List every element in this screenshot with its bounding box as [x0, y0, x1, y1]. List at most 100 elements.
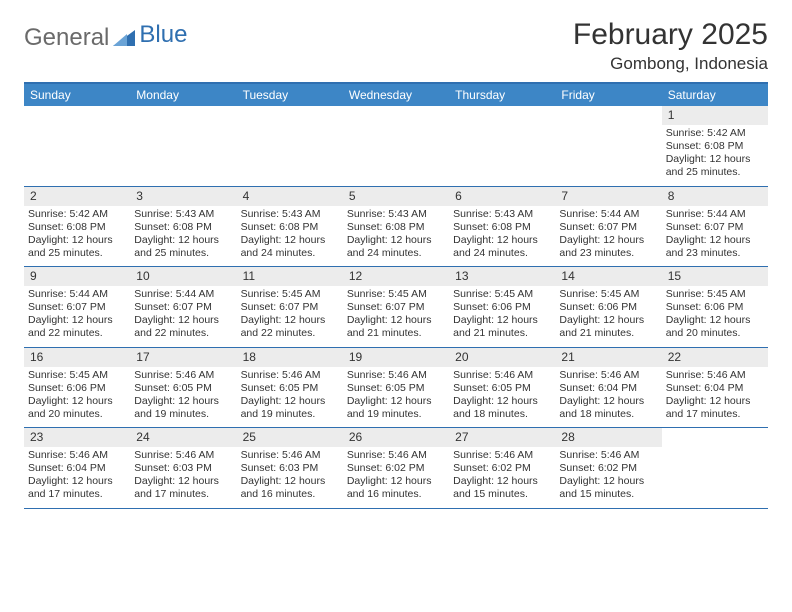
sunrise-line: Sunrise: 5:45 AM [28, 369, 126, 382]
calendar-day: 7Sunrise: 5:44 AMSunset: 6:07 PMDaylight… [555, 187, 661, 267]
daylight-label: Daylight: [666, 395, 707, 407]
daylight-line: Daylight: 12 hours and 16 minutes. [347, 475, 445, 501]
calendar-day: 12Sunrise: 5:45 AMSunset: 6:07 PMDayligh… [343, 267, 449, 347]
sunrise-line: Sunrise: 5:45 AM [241, 288, 339, 301]
day-number: 7 [555, 187, 661, 206]
day-number: 5 [343, 187, 449, 206]
calendar-page: General Blue February 2025 Gombong, Indo… [0, 0, 792, 521]
sunrise-label: Sunrise: [453, 288, 492, 300]
daylight-line: Daylight: 12 hours and 16 minutes. [241, 475, 339, 501]
sunset-label: Sunset: [559, 221, 595, 233]
sunset-label: Sunset: [28, 221, 64, 233]
sunrise-value: 5:43 AM [176, 208, 215, 220]
sunset-value: 6:08 PM [492, 221, 531, 233]
sunset-label: Sunset: [453, 462, 489, 474]
daylight-label: Daylight: [241, 234, 282, 246]
sunrise-line: Sunrise: 5:44 AM [28, 288, 126, 301]
sunset-label: Sunset: [28, 462, 64, 474]
sunrise-line: Sunrise: 5:46 AM [453, 449, 551, 462]
sunset-value: 6:08 PM [173, 221, 212, 233]
day-number: 6 [449, 187, 555, 206]
daylight-line: Daylight: 12 hours and 19 minutes. [134, 395, 232, 421]
calendar-day: 17Sunrise: 5:46 AMSunset: 6:05 PMDayligh… [130, 348, 236, 428]
calendar-week: 2Sunrise: 5:42 AMSunset: 6:08 PMDaylight… [24, 187, 768, 268]
sunset-label: Sunset: [666, 140, 702, 152]
logo-text-2: Blue [139, 21, 187, 49]
sunrise-value: 5:46 AM [495, 449, 534, 461]
sunrise-line: Sunrise: 5:42 AM [666, 127, 764, 140]
calendar-empty [662, 428, 768, 508]
sunrise-label: Sunrise: [347, 208, 386, 220]
calendar-week: 23Sunrise: 5:46 AMSunset: 6:04 PMDayligh… [24, 428, 768, 509]
sunrise-label: Sunrise: [241, 208, 280, 220]
sunrise-label: Sunrise: [666, 369, 705, 381]
sunset-line: Sunset: 6:07 PM [28, 301, 126, 314]
sunset-label: Sunset: [453, 301, 489, 313]
calendar-day: 22Sunrise: 5:46 AMSunset: 6:04 PMDayligh… [662, 348, 768, 428]
daylight-line: Daylight: 12 hours and 20 minutes. [666, 314, 764, 340]
daylight-label: Daylight: [347, 314, 388, 326]
calendar-day: 14Sunrise: 5:45 AMSunset: 6:06 PMDayligh… [555, 267, 661, 347]
daylight-line: Daylight: 12 hours and 25 minutes. [28, 234, 126, 260]
sunrise-value: 5:45 AM [707, 288, 746, 300]
sunrise-label: Sunrise: [134, 288, 173, 300]
calendar-day: 15Sunrise: 5:45 AMSunset: 6:06 PMDayligh… [662, 267, 768, 347]
sunset-value: 6:08 PM [704, 140, 743, 152]
sunrise-label: Sunrise: [134, 369, 173, 381]
sunrise-line: Sunrise: 5:46 AM [559, 449, 657, 462]
sunrise-value: 5:43 AM [495, 208, 534, 220]
sunrise-value: 5:46 AM [282, 369, 321, 381]
sunrise-line: Sunrise: 5:45 AM [453, 288, 551, 301]
sunrise-line: Sunrise: 5:45 AM [347, 288, 445, 301]
sunrise-value: 5:42 AM [69, 208, 108, 220]
sunrise-value: 5:45 AM [388, 288, 427, 300]
daylight-line: Daylight: 12 hours and 23 minutes. [666, 234, 764, 260]
daylight-label: Daylight: [28, 314, 69, 326]
sunrise-value: 5:46 AM [707, 369, 746, 381]
sunset-value: 6:05 PM [173, 382, 212, 394]
sunset-label: Sunset: [666, 382, 702, 394]
sunset-line: Sunset: 6:02 PM [453, 462, 551, 475]
daylight-line: Daylight: 12 hours and 21 minutes. [453, 314, 551, 340]
logo-text-1: General [24, 24, 109, 52]
sunrise-line: Sunrise: 5:43 AM [134, 208, 232, 221]
daylight-line: Daylight: 12 hours and 17 minutes. [666, 395, 764, 421]
sunset-label: Sunset: [347, 301, 383, 313]
sunset-line: Sunset: 6:07 PM [134, 301, 232, 314]
calendar-empty [24, 106, 130, 186]
sunrise-label: Sunrise: [347, 449, 386, 461]
sunset-line: Sunset: 6:08 PM [241, 221, 339, 234]
sunset-label: Sunset: [134, 301, 170, 313]
calendar-day: 6Sunrise: 5:43 AMSunset: 6:08 PMDaylight… [449, 187, 555, 267]
sunset-value: 6:06 PM [67, 382, 106, 394]
sunset-line: Sunset: 6:06 PM [28, 382, 126, 395]
day-number: 1 [662, 106, 768, 125]
daylight-label: Daylight: [347, 395, 388, 407]
sunset-label: Sunset: [28, 382, 64, 394]
day-header: Saturday [662, 84, 768, 106]
sunset-line: Sunset: 6:05 PM [347, 382, 445, 395]
sunset-label: Sunset: [347, 221, 383, 233]
sunrise-label: Sunrise: [241, 369, 280, 381]
page-title: February 2025 [573, 18, 768, 52]
sunrise-label: Sunrise: [134, 208, 173, 220]
daylight-label: Daylight: [559, 314, 600, 326]
sunset-value: 6:06 PM [598, 301, 637, 313]
daylight-line: Daylight: 12 hours and 15 minutes. [559, 475, 657, 501]
day-number: 3 [130, 187, 236, 206]
calendar-day: 23Sunrise: 5:46 AMSunset: 6:04 PMDayligh… [24, 428, 130, 508]
day-number: 20 [449, 348, 555, 367]
sunset-value: 6:07 PM [67, 301, 106, 313]
daylight-line: Daylight: 12 hours and 15 minutes. [453, 475, 551, 501]
calendar-week: 9Sunrise: 5:44 AMSunset: 6:07 PMDaylight… [24, 267, 768, 348]
sunset-value: 6:04 PM [704, 382, 743, 394]
sunset-value: 6:05 PM [385, 382, 424, 394]
daylight-line: Daylight: 12 hours and 17 minutes. [134, 475, 232, 501]
logo-triangle-icon [113, 25, 135, 53]
sunset-line: Sunset: 6:07 PM [559, 221, 657, 234]
daylight-line: Daylight: 12 hours and 19 minutes. [347, 395, 445, 421]
daylight-label: Daylight: [559, 234, 600, 246]
sunset-label: Sunset: [241, 221, 277, 233]
day-number: 17 [130, 348, 236, 367]
sunrise-line: Sunrise: 5:44 AM [666, 208, 764, 221]
